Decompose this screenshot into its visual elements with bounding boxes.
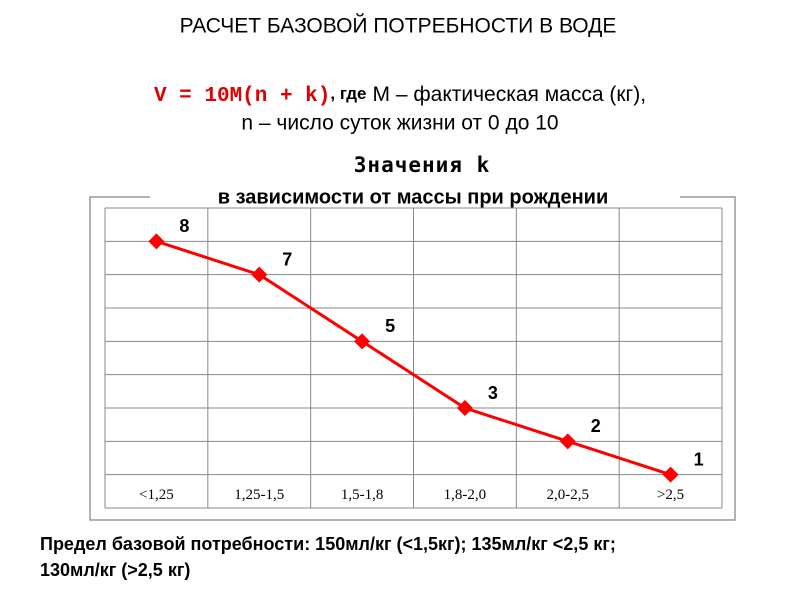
marker: [559, 433, 576, 450]
x-tick-label: >2,5: [657, 487, 684, 503]
data-line: [155, 239, 672, 477]
data-label: 7: [282, 249, 292, 269]
data-label: 8: [179, 216, 189, 236]
data-label: 2: [591, 416, 601, 436]
marker: [456, 400, 473, 416]
x-tick-label: 1,25-1,5: [234, 487, 284, 503]
marker: [354, 333, 371, 350]
formula-main: V = 10M(n + k): [154, 85, 330, 108]
formula-line2: n – число суток жизни от 0 до 10: [241, 112, 558, 135]
data-label: 1: [694, 449, 704, 469]
slide-title: РАСЧЕТ БАЗОВОЙ ПОТРЕБНОСТИ В ВОДЕ: [180, 14, 617, 38]
marker: [662, 466, 679, 483]
formula: V = 10M(n + k), где М – фактическая масса…: [154, 83, 646, 108]
x-tick-label: <1,25: [139, 487, 174, 503]
chart-frame: [89, 196, 736, 521]
x-tick-label: 1,5-1,8: [341, 487, 384, 503]
chart-subtitle: в зависимости от массы при рождении: [218, 186, 609, 208]
marker: [251, 266, 268, 283]
formula-joiner: , где: [330, 84, 366, 103]
data-label: 3: [488, 383, 498, 403]
marker: [148, 233, 165, 250]
x-tick-label: 1,8-2,0: [444, 487, 487, 503]
footer-line: 130мл/кг (>2,5 кг): [40, 560, 190, 580]
formula-note: М – фактическая масса (кг),: [373, 83, 647, 106]
data-label: 5: [385, 316, 395, 336]
chart-title: Значения k: [354, 153, 490, 177]
footer-line: Предел базовой потребности: 150мл/кг (<1…: [40, 534, 616, 554]
subtitle-bg: [150, 185, 680, 211]
x-tick-label: 2,0-2,5: [547, 487, 590, 503]
